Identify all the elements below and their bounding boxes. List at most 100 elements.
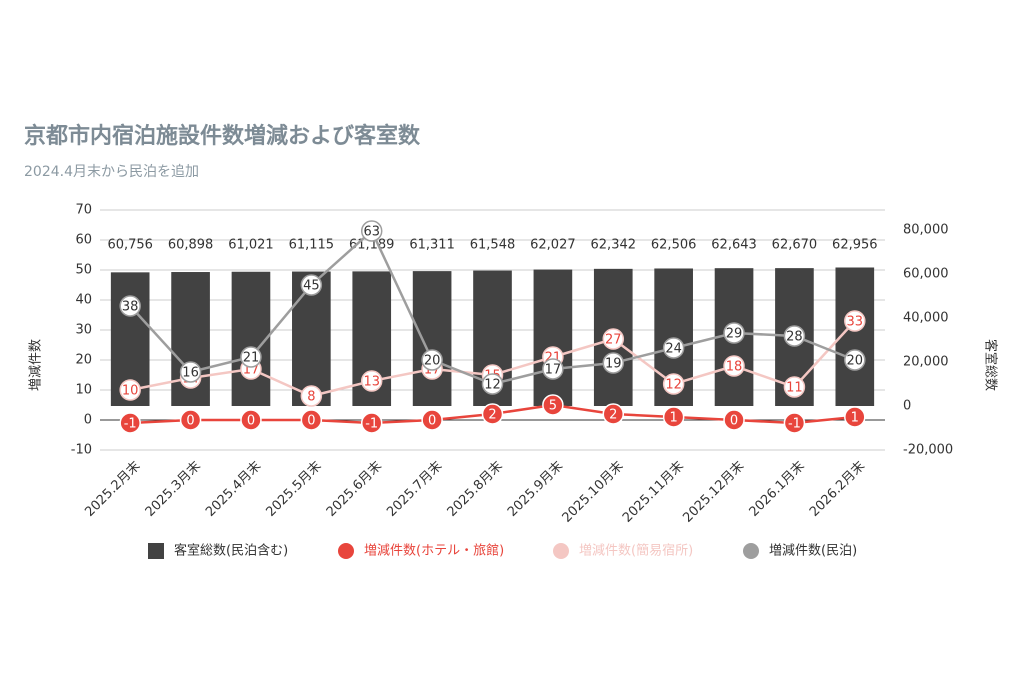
point-marker: [119, 295, 141, 317]
point-marker: [844, 349, 866, 371]
point-marker: [723, 355, 745, 377]
bar-value-label: 61,548: [470, 238, 516, 253]
y-tick-label: 0: [84, 413, 92, 428]
y-tick-label: -10: [71, 443, 92, 458]
y-tick-label: 70: [75, 203, 92, 218]
bar-value-label: 62,956: [832, 238, 878, 253]
point-label: 21: [243, 351, 260, 366]
y-tick-label: 20: [75, 353, 92, 368]
point-marker: [179, 361, 202, 383]
chart-subtitle: 2024.4月末から民泊を追加: [24, 164, 199, 180]
point-label: 1: [851, 411, 859, 426]
point-label: 5: [549, 399, 557, 414]
legend-label: 増減件数(ホテル・旅館): [364, 543, 504, 559]
point-label: 11: [786, 381, 803, 396]
legend-swatch: [743, 543, 759, 559]
point-marker: [179, 409, 202, 431]
bar-value-label: 60,898: [168, 238, 214, 253]
x-tick-label: 2025.6月末: [324, 459, 385, 520]
point-marker: [300, 385, 323, 407]
point-marker: [662, 373, 685, 395]
point-label: 10: [122, 384, 139, 399]
point-marker: [119, 379, 141, 401]
point-label: 28: [786, 330, 803, 345]
y-tick-label: 60: [75, 233, 92, 248]
point-label: 63: [363, 225, 380, 240]
point-marker: [602, 352, 625, 374]
point-label: 12: [484, 378, 501, 393]
legend-label: 増減件数(簡易宿所): [579, 543, 693, 559]
point-marker: [783, 376, 806, 398]
x-tick-label: 2026.2月末: [807, 459, 868, 520]
y2-tick-label: 60,000: [903, 267, 949, 282]
point-label: 2: [609, 408, 617, 423]
point-marker: [300, 274, 323, 296]
point-label: 0: [730, 414, 738, 429]
point-marker: [240, 409, 262, 431]
y2-tick-label: 80,000: [903, 223, 949, 238]
legend-swatch: [553, 543, 569, 559]
point-marker: [542, 358, 564, 380]
point-marker: [481, 373, 504, 395]
bar-value-label: 61,115: [289, 238, 335, 253]
bar: [533, 269, 573, 407]
y-tick-label: 10: [75, 383, 92, 398]
bar-value-label: 61,021: [228, 238, 274, 253]
point-label: 29: [726, 327, 743, 342]
point-label: -1: [365, 417, 378, 432]
point-marker: [421, 409, 443, 431]
x-tick-label: 2025.9月末: [505, 459, 566, 520]
y2-axis-label: 客室総数: [983, 339, 999, 391]
point-label: 16: [182, 366, 199, 381]
bar: [412, 271, 452, 407]
point-label: 0: [186, 414, 194, 429]
point-label: 12: [665, 378, 682, 393]
point-marker: [723, 322, 745, 344]
point-marker: [360, 370, 383, 392]
point-label: 19: [605, 357, 622, 372]
x-tick-label: 2025.12月末: [680, 459, 747, 526]
point-marker: [481, 403, 504, 425]
y-tick-label: 30: [75, 323, 92, 338]
legend-label: 客室総数(民泊含む): [174, 543, 288, 559]
bar-value-label: 62,670: [772, 238, 818, 253]
point-marker: [360, 412, 383, 434]
y-axis-label: 増減件数: [28, 339, 44, 391]
point-marker: [421, 349, 443, 371]
x-tick-label: 2025.11月末: [620, 459, 687, 526]
point-marker: [844, 310, 866, 332]
x-tick-label: 2025.5月末: [263, 459, 324, 520]
point-label: 1: [670, 411, 678, 426]
x-tick-label: 2025.10月末: [560, 459, 627, 526]
point-label: 8: [307, 390, 315, 405]
x-tick-label: 2025.8月末: [445, 459, 506, 520]
bar-value-label: 62,027: [530, 238, 576, 253]
point-marker: [662, 406, 685, 428]
x-tick-label: 2025.4月末: [203, 459, 264, 520]
point-marker: [723, 409, 745, 431]
point-label: 13: [363, 375, 380, 390]
point-label: 0: [307, 414, 315, 429]
point-marker: [602, 403, 625, 425]
point-label: 27: [605, 333, 622, 348]
point-label: 45: [303, 279, 320, 294]
point-marker: [119, 412, 141, 434]
bar-value-label: 61,311: [409, 238, 455, 253]
y-tick-label: 40: [75, 293, 92, 308]
bar-value-label: 62,342: [591, 238, 637, 253]
y-tick-label: 50: [75, 263, 92, 278]
point-marker: [783, 325, 806, 347]
legend-swatch: [338, 543, 354, 559]
legend-swatch: [148, 543, 164, 559]
point-label: 2: [488, 408, 496, 423]
point-label: 17: [545, 363, 562, 378]
point-marker: [602, 328, 625, 350]
point-marker: [783, 412, 806, 434]
point-label: 0: [247, 414, 255, 429]
point-label: -1: [124, 417, 137, 432]
x-tick-label: 2026.1月末: [747, 459, 808, 520]
point-label: 33: [847, 315, 864, 330]
point-label: -1: [788, 417, 801, 432]
point-marker: [360, 220, 383, 242]
